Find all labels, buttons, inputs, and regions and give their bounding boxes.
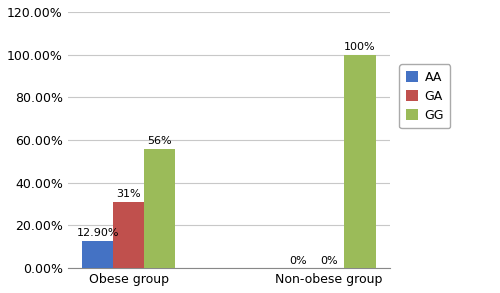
Text: 56%: 56% xyxy=(148,136,172,146)
Text: 12.90%: 12.90% xyxy=(76,228,119,238)
Bar xyxy=(82,241,113,268)
Bar xyxy=(113,202,144,268)
Text: 0%: 0% xyxy=(289,255,306,266)
Text: 100%: 100% xyxy=(344,42,376,52)
Bar xyxy=(344,55,376,268)
Bar xyxy=(144,149,176,268)
Legend: AA, GA, GG: AA, GA, GG xyxy=(400,64,450,128)
Text: 31%: 31% xyxy=(116,190,141,200)
Text: 0%: 0% xyxy=(320,255,338,266)
